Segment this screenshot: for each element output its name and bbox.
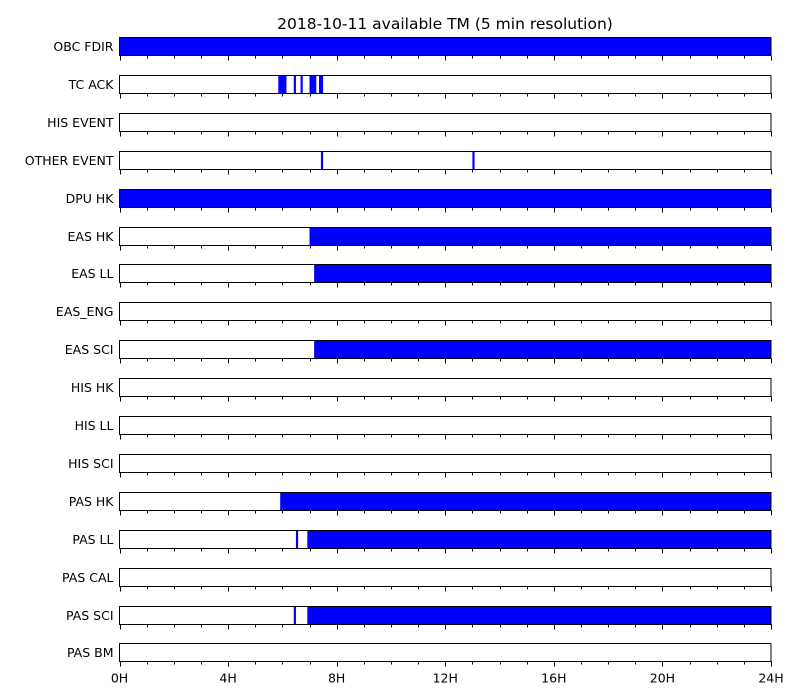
timeline-row: HIS EVENT (47, 113, 772, 137)
timeline-row: DPU HK (66, 189, 772, 213)
row-label: TC ACK (68, 77, 115, 92)
timeline-row: EAS_ENG (56, 302, 772, 326)
x-tick-label: 24H (758, 671, 783, 686)
row-label: EAS SCI (65, 342, 114, 357)
row-label: DPU HK (66, 191, 115, 206)
x-tick-label: 0H (111, 671, 128, 686)
availability-bar (295, 530, 299, 549)
timeline-row: PAS LL (72, 530, 772, 554)
availability-bar (307, 606, 771, 625)
row-label: HIS EVENT (47, 115, 114, 130)
x-tick-label: 20H (650, 671, 675, 686)
availability-bar (278, 75, 287, 94)
row-frame (119, 151, 772, 170)
x-axis: 0H 4H 8H 12H 16H 20H 24H (111, 671, 784, 686)
timeline-row: HIS LL (75, 416, 772, 440)
timeline-row: PAS CAL (62, 568, 772, 592)
availability-bar (293, 606, 296, 625)
row-frame (119, 568, 772, 587)
row-frame (119, 75, 772, 94)
row-label: EAS HK (68, 229, 115, 244)
timeline-row: EAS LL (71, 264, 772, 288)
chart-title: 2018-10-11 available TM (5 min resolutio… (277, 15, 613, 33)
availability-bar (319, 75, 324, 94)
timeline-row: HIS HK (71, 378, 772, 402)
availability-bar (300, 75, 303, 94)
timeline-row: HIS SCI (68, 454, 772, 478)
row-label: PAS HK (69, 494, 115, 509)
availability-bar (309, 75, 317, 94)
timeline-row: OBC FDIR (53, 37, 772, 61)
row-frame (119, 416, 772, 435)
rows-layer: OBC FDIR TC ACK HIS EVENT OTHER EVENT DPU HK… (25, 37, 772, 667)
availability-bar (119, 37, 771, 56)
row-frame (119, 643, 772, 662)
availability-bar (280, 492, 771, 511)
row-label: PAS CAL (62, 570, 113, 585)
row-label: OTHER EVENT (25, 153, 114, 168)
availability-bar (309, 227, 771, 246)
row-frame (119, 302, 772, 321)
timeline-row: PAS SCI (66, 606, 772, 630)
availability-bar (314, 340, 771, 359)
row-frame (119, 454, 772, 473)
row-frame (119, 113, 772, 132)
row-label: PAS SCI (66, 608, 114, 623)
row-frame (119, 378, 772, 397)
availability-bar (307, 530, 771, 549)
row-label: PAS BM (67, 645, 114, 660)
x-tick-label: 12H (433, 671, 458, 686)
row-label: EAS LL (71, 266, 113, 281)
availability-bar (119, 189, 771, 208)
row-label: PAS LL (72, 532, 113, 547)
x-tick-label: 4H (219, 671, 236, 686)
availability-bar (314, 264, 771, 283)
availability-bar (293, 75, 296, 94)
timeline-row: EAS HK (68, 227, 772, 251)
x-tick-label: 16H (541, 671, 566, 686)
row-label: HIS SCI (68, 456, 113, 471)
availability-bar (320, 151, 324, 170)
x-tick-label: 8H (328, 671, 345, 686)
row-label: HIS HK (71, 380, 114, 395)
row-label: HIS LL (75, 418, 114, 433)
timeline-row: OTHER EVENT (25, 151, 772, 175)
timeline-row: TC ACK (68, 75, 772, 99)
timeline-row: EAS SCI (65, 340, 772, 364)
availability-bar (472, 151, 475, 170)
timeline-row: PAS HK (69, 492, 772, 516)
row-label: EAS_ENG (56, 304, 114, 319)
timeline-row: PAS BM (67, 643, 772, 667)
row-label: OBC FDIR (53, 39, 113, 54)
